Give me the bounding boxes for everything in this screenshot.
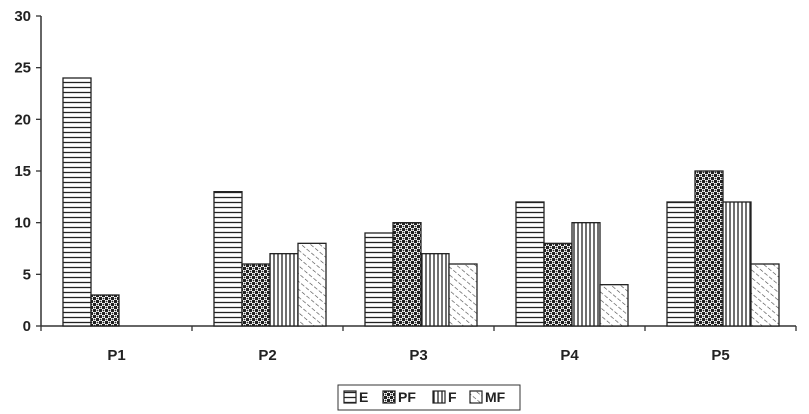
y-tick-label: 30 (14, 8, 31, 25)
y-tick-label: 15 (14, 163, 31, 180)
y-tick-label: 0 (23, 318, 31, 335)
bar-e-p1 (62, 77, 92, 327)
bar-f-p2 (269, 253, 299, 327)
x-tick-label: P3 (409, 347, 427, 364)
bar-mf-p2 (297, 242, 327, 327)
legend-label-pf: PF (398, 389, 416, 405)
bar-e-p4 (515, 201, 545, 327)
bar-pf-p1 (90, 294, 120, 327)
legend-swatch-mf (469, 390, 483, 404)
x-tick-label: P4 (560, 347, 579, 364)
x-tick-label: P1 (107, 347, 125, 364)
legend-label-f: F (448, 389, 457, 405)
legend: E PF F MF (337, 384, 521, 411)
bar-pf-p3 (392, 222, 422, 327)
legend-swatch-pf (382, 390, 396, 404)
x-tick-label: P2 (258, 347, 276, 364)
legend-label-e: E (359, 389, 368, 405)
bar-e-p5 (666, 201, 696, 327)
legend-box (337, 384, 521, 411)
y-tick-label: 25 (14, 60, 31, 77)
bar-mf-p4 (599, 284, 629, 327)
bar-e-p2 (213, 191, 243, 327)
bars (62, 77, 780, 327)
legend-label-mf: MF (485, 389, 506, 405)
y-tick-label: 5 (23, 266, 31, 283)
y-tick-label: 10 (14, 215, 31, 232)
bar-mf-p3 (448, 263, 478, 327)
bar-f-p4 (571, 222, 601, 327)
tick-labels: 0 5 10 15 20 25 30 P1 P2 P3 P4 P5 (14, 8, 729, 364)
y-tick-label: 20 (14, 111, 31, 128)
x-tick-label: P5 (711, 347, 729, 364)
bar-pf-p2 (241, 263, 271, 327)
bar-pf-p4 (543, 242, 573, 327)
bar-pf-p5 (694, 170, 724, 327)
bar-e-p3 (364, 232, 394, 327)
legend-swatch-f (432, 390, 446, 404)
bar-f-p5 (722, 201, 752, 327)
legend-swatch-e (343, 390, 357, 404)
bar-mf-p5 (750, 263, 780, 327)
bar-f-p3 (420, 253, 450, 327)
